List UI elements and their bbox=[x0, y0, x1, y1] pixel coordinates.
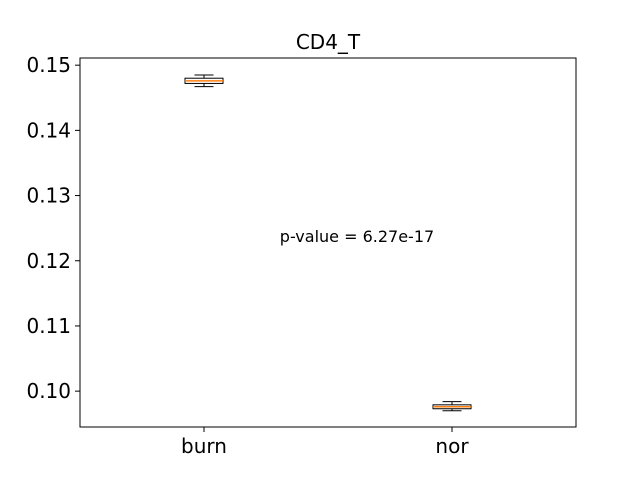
y-tick-label: 0.14 bbox=[26, 118, 71, 142]
y-tick-label: 0.10 bbox=[26, 379, 71, 403]
y-tick-label: 0.12 bbox=[26, 249, 71, 273]
chart-title: CD4_T bbox=[296, 30, 361, 54]
y-tick-label: 0.11 bbox=[26, 314, 71, 338]
y-tick-label: 0.15 bbox=[26, 53, 71, 77]
axes-frame bbox=[79, 57, 577, 428]
plot-area: 0.10 0.11 0.12 0.13 0.14 0.15 burn nor bbox=[26, 53, 577, 458]
x-tick-label: burn bbox=[181, 434, 227, 458]
y-tick-label: 0.13 bbox=[26, 184, 71, 208]
x-tick-label: nor bbox=[435, 434, 469, 458]
p-value-annotation: p-value = 6.27e-17 bbox=[280, 227, 434, 246]
